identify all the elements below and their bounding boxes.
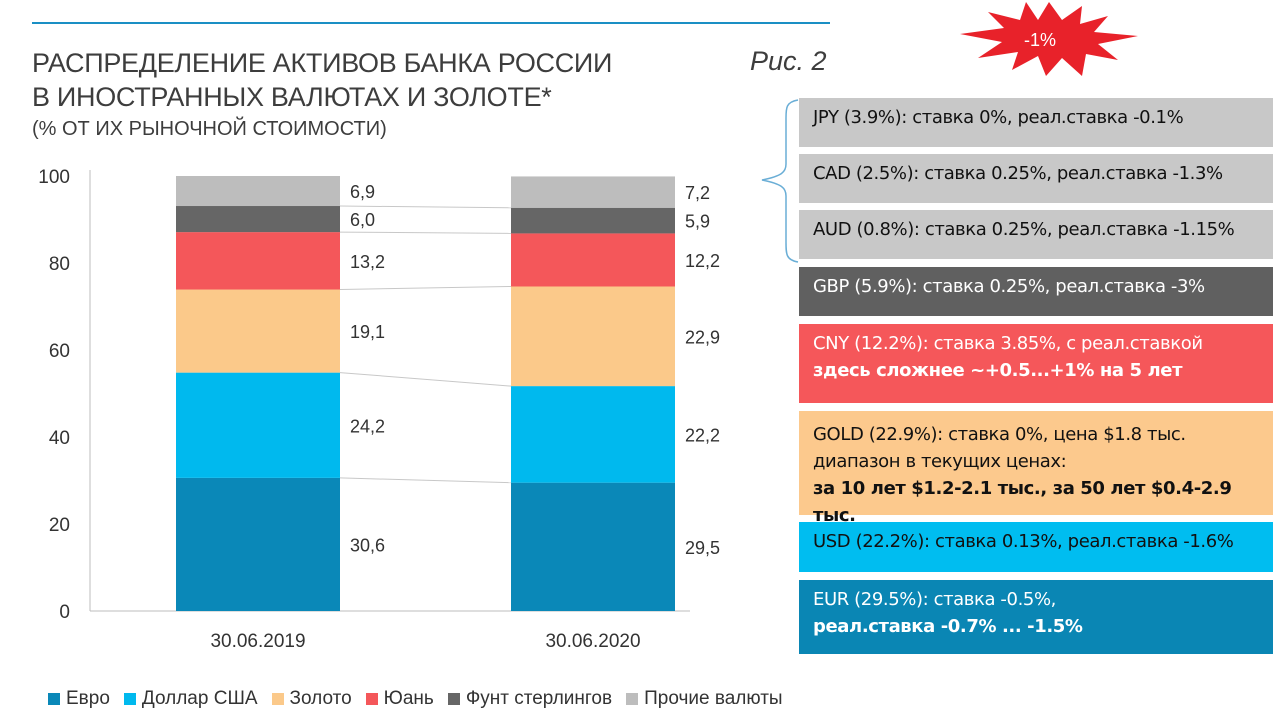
connector-line (339, 285, 512, 291)
connector-line (339, 372, 512, 387)
bar-other-1 (511, 176, 675, 208)
data-label-euro-0: 30,6 (350, 535, 385, 555)
bar-other-0 (176, 176, 340, 207)
brace-icon (761, 99, 799, 263)
chart-title: РАСПРЕДЕЛЕНИЕ АКТИВОВ БАНКА РОССИИ В ИНО… (32, 46, 612, 114)
info-text-eur-2: реал.ставка -0.7% ... -1.5% (813, 616, 1083, 637)
info-box-gold: GOLD (22.9%): ставка 0%, цена $1.8 тыс. … (799, 411, 1273, 526)
legend-label-yuan: Юань (383, 688, 434, 709)
legend-swatch-other (626, 693, 639, 705)
legend-label-gbp: Фунт стерлингов (465, 688, 613, 709)
legend-label-euro: Евро (66, 688, 110, 709)
starburst-icon (960, 2, 1138, 76)
legend-label-other: Прочие валюты (644, 688, 783, 709)
stacked-bar-chart: 0 20 40 60 80 100 30,6 24,2 19,1 13,2 6,0 6,9 30.06.… (38, 167, 720, 652)
data-label-gold-0: 19,1 (350, 322, 385, 342)
legend-item-usd: Доллар США (123, 688, 258, 710)
bar-euro-0 (176, 477, 340, 611)
title-line-2: В ИНОСТРАННЫХ ВАЛЮТАХ И ЗОЛОТЕ* (32, 82, 552, 112)
legend-item-euro: Евро (48, 688, 110, 710)
data-label-usd-1: 22,2 (685, 425, 720, 445)
legend-item-yuan: Юань (365, 688, 434, 710)
connector-line (339, 205, 512, 209)
info-text-gold-2: диапазон в текущих ценах: (813, 451, 1067, 472)
legend-label-gold: Золото (289, 688, 352, 709)
y-tick-label: 60 (49, 341, 70, 362)
chart-subtitle: (% ОТ ИХ РЫНОЧНОЙ СТОИМОСТИ) (32, 118, 387, 140)
data-label-other-1: 7,2 (685, 183, 710, 203)
y-tick-label: 80 (49, 254, 70, 275)
connector-line (339, 477, 512, 484)
info-text-cad: CAD (2.5%): ставка 0.25%, реал.ставка -1… (813, 163, 1223, 184)
bar-yuan-0 (176, 232, 340, 290)
x-tick-label: 30.06.2019 (210, 631, 305, 652)
legend: Евро Доллар США Золото Юань Фунт стерлин… (48, 688, 783, 710)
info-box-aud: AUD (0.8%): ставка 0.25%, реал.ставка -1… (799, 210, 1273, 259)
info-text-gold-1: GOLD (22.9%): ставка 0%, цена $1.8 тыс. (813, 424, 1186, 445)
bar-euro-1 (511, 482, 675, 611)
legend-swatch-gold (271, 693, 284, 705)
legend-item-gbp: Фунт стерлингов (447, 688, 613, 710)
info-text-gold-3: за 10 лет $1.2-2.1 тыс., за 50 лет $0.4-… (813, 478, 1232, 526)
info-text-aud: AUD (0.8%): ставка 0.25%, реал.ставка -1… (813, 219, 1235, 240)
info-text-usd: USD (22.2%): ставка 0.13%, реал.ставка -… (813, 531, 1234, 552)
connector-line (339, 231, 512, 234)
data-label-euro-1: 29,5 (685, 538, 720, 558)
legend-item-gold: Золото (271, 688, 352, 710)
title-line-1: РАСПРЕДЕЛЕНИЕ АКТИВОВ БАНКА РОССИИ (32, 48, 613, 78)
data-label-gbp-0: 6,0 (350, 210, 375, 230)
bar-yuan-1 (511, 233, 675, 287)
y-tick-label: 20 (49, 515, 70, 536)
data-label-usd-0: 24,2 (350, 416, 385, 436)
bar-gbp-0 (176, 206, 340, 233)
y-tick-label: 100 (38, 167, 70, 188)
data-label-gbp-1: 5,9 (685, 212, 710, 232)
burst-label: -1% (1024, 30, 1057, 50)
info-box-gbp: GBP (5.9%): ставка 0.25%, реал.ставка -3… (799, 267, 1273, 316)
info-box-cny: CNY (12.2%): ставка 3.85%, с реал.ставко… (799, 324, 1273, 403)
legend-swatch-gbp (447, 693, 460, 705)
info-text-cny-1: CNY (12.2%): ставка 3.85%, с реал.ставко… (813, 333, 1203, 354)
info-text-cny-2: здесь сложнее ~+0.5...+1% на 5 лет (813, 360, 1183, 381)
bar-usd-0 (176, 372, 340, 478)
bar-gold-0 (176, 289, 340, 373)
figure-label: Рис. 2 (750, 46, 827, 76)
info-text-gbp: GBP (5.9%): ставка 0.25%, реал.ставка -3… (813, 276, 1205, 297)
info-text-eur-1: EUR (29.5%): ставка -0.5%, (813, 589, 1056, 610)
legend-swatch-euro (48, 693, 60, 705)
data-label-yuan-1: 12,2 (685, 251, 720, 271)
info-box-cad: CAD (2.5%): ставка 0.25%, реал.ставка -1… (799, 154, 1273, 203)
bar-usd-1 (511, 386, 675, 483)
y-tick-label: 40 (49, 428, 70, 449)
bar-gbp-1 (511, 207, 675, 234)
info-box-eur: EUR (29.5%): ставка -0.5%, реал.ставка -… (799, 580, 1273, 654)
y-tick-label: 0 (59, 602, 70, 623)
legend-swatch-usd (123, 693, 136, 705)
info-text-jpy: JPY (3.9%): ставка 0%, реал.ставка -0.1% (813, 107, 1184, 128)
data-label-other-0: 6,9 (350, 182, 375, 202)
data-label-gold-1: 22,9 (685, 327, 720, 347)
legend-item-other: Прочие валюты (626, 688, 783, 710)
x-tick-label: 30.06.2020 (545, 631, 640, 652)
info-box-usd: USD (22.2%): ставка 0.13%, реал.ставка -… (799, 522, 1273, 572)
bar-gold-1 (511, 286, 675, 387)
info-box-jpy: JPY (3.9%): ставка 0%, реал.ставка -0.1% (799, 98, 1273, 147)
top-rule (32, 22, 830, 24)
legend-label-usd: Доллар США (141, 688, 258, 709)
data-label-yuan-0: 13,2 (350, 252, 385, 272)
legend-swatch-yuan (365, 693, 378, 705)
